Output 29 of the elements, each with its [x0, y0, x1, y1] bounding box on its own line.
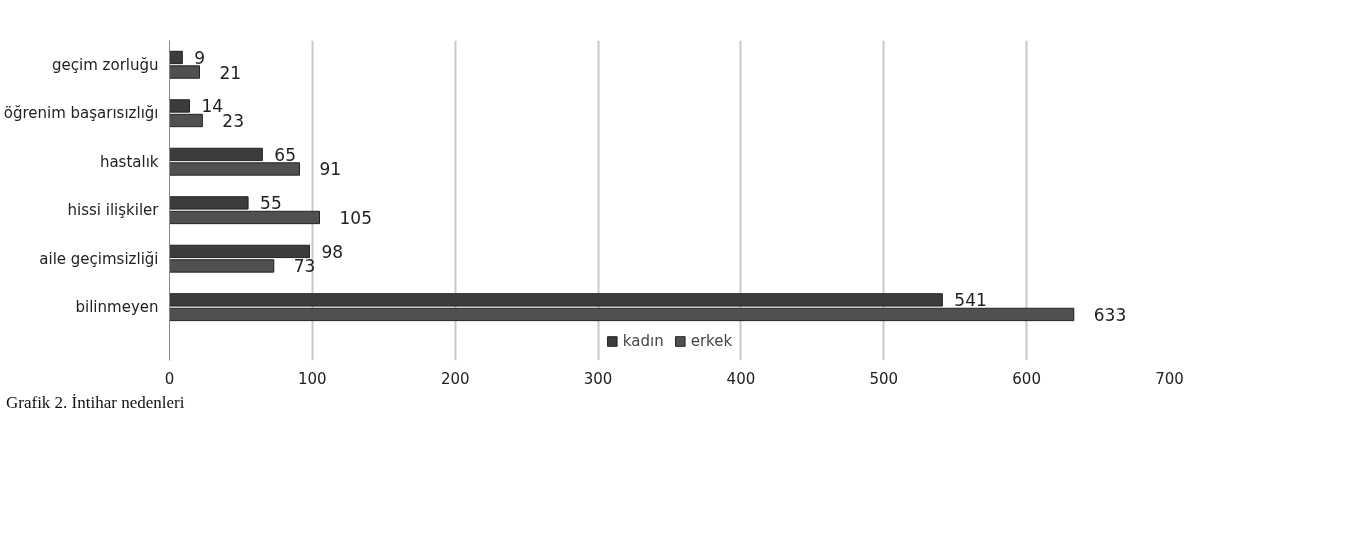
- x-tick-label: 700: [1155, 369, 1184, 388]
- data-label: 65: [274, 144, 296, 165]
- y-tick-label: hastalık: [99, 152, 159, 171]
- y-tick-label: öğrenim başarısızlığı: [3, 104, 159, 123]
- x-tick-label: 100: [298, 369, 327, 388]
- x-tick-label: 0: [164, 369, 175, 388]
- data-label: 55: [260, 193, 282, 214]
- data-label: 98: [321, 241, 344, 262]
- data-label: 105: [339, 207, 372, 228]
- y-tick-label: aile geçimsizliği: [39, 249, 159, 268]
- x-tick-label: 400: [726, 369, 756, 388]
- x-tick-label: 600: [1012, 369, 1041, 388]
- data-label: 633: [1093, 304, 1127, 325]
- data-label: 541: [954, 290, 987, 311]
- legend-label: erkek: [690, 332, 733, 350]
- data-label: 91: [319, 159, 342, 180]
- legend-label: kadın: [622, 332, 664, 350]
- x-tick-label: 500: [869, 369, 899, 388]
- y-tick-label: hissi ilişkiler: [67, 201, 160, 220]
- data-label: 21: [219, 62, 242, 83]
- x-tick-label: 300: [583, 369, 613, 388]
- data-label: 9: [194, 47, 206, 68]
- y-tick-label: bilinmeyen: [75, 298, 159, 317]
- data-label: 23: [222, 111, 244, 131]
- x-tick-label: 200: [440, 369, 470, 388]
- y-tick-label: geçim zorluğu: [52, 55, 159, 74]
- data-label: 14: [201, 96, 224, 117]
- text: Grafik 2. İntihar nedenleri: [6, 392, 185, 414]
- data-label: 73: [293, 256, 316, 277]
